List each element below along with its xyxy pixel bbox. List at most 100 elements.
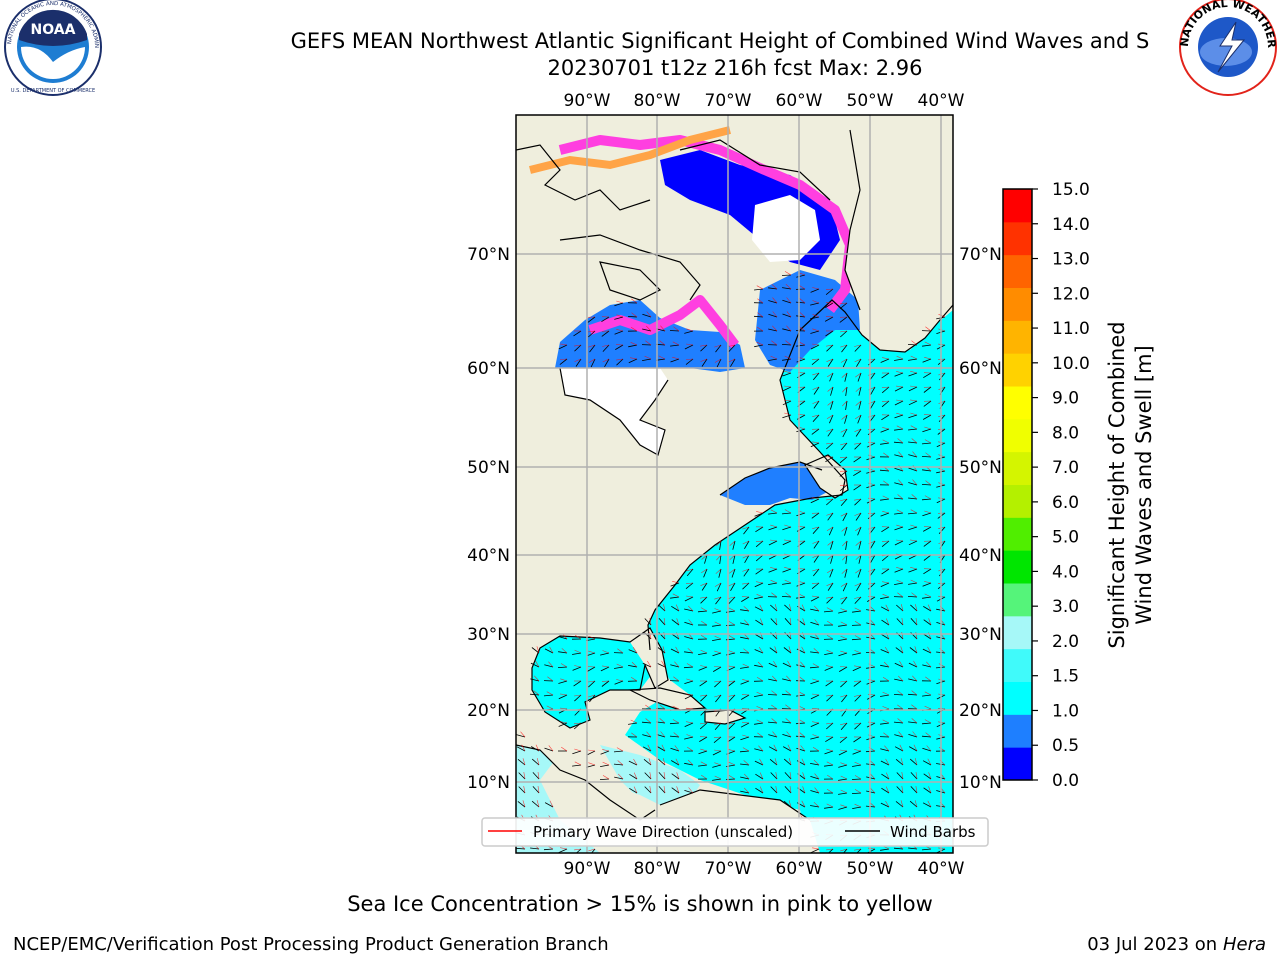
wave-direction-arrow	[910, 399, 918, 402]
wave-direction-arrow	[827, 372, 834, 378]
wave-direction-arrow	[700, 649, 708, 654]
wind-barb	[810, 330, 820, 334]
wind-barb	[517, 801, 526, 808]
lon-labels-bottom: 90°W 80°W 70°W 60°W 50°W 40°W	[564, 859, 965, 879]
wind-barb	[728, 344, 736, 352]
wind-barb	[755, 554, 764, 562]
wind-barb	[740, 622, 750, 626]
wind-barb	[825, 302, 834, 308]
wave-direction-arrow	[649, 786, 652, 794]
wave-direction-arrow	[701, 620, 708, 626]
wave-direction-arrow	[854, 428, 862, 432]
wave-direction-arrow	[715, 540, 722, 547]
wind-barb	[826, 344, 834, 352]
wind-barb	[908, 568, 918, 573]
wave-direction-arrow	[700, 596, 708, 599]
wind-barb	[893, 497, 904, 500]
wind-barb	[910, 786, 918, 794]
wind-barb	[669, 722, 680, 725]
wind-barb	[825, 456, 834, 463]
colorbar-segment	[1003, 353, 1032, 387]
wind-barb	[839, 470, 848, 477]
wind-barb	[629, 773, 638, 780]
wind-barb	[753, 315, 764, 318]
wave-direction-arrow	[742, 663, 750, 668]
wave-direction-arrow	[882, 691, 890, 696]
colorbar-label-line-1: Significant Height of Combined	[1105, 321, 1129, 648]
wave-direction-arrow	[728, 722, 736, 725]
wave-direction-arrow	[756, 581, 764, 584]
wind-barb	[829, 568, 834, 578]
wave-direction-arrow	[840, 694, 848, 698]
wave-direction-arrow	[814, 787, 820, 794]
noaa-logo-gull	[21, 46, 85, 79]
wind-barb	[870, 554, 876, 563]
wave-direction-arrow	[616, 300, 624, 304]
wave-direction-arrow	[854, 789, 862, 794]
colorbar-segment	[1003, 615, 1032, 650]
wind-barb	[809, 666, 820, 669]
wave-direction-arrow	[841, 540, 848, 547]
wave-direction-arrow	[728, 621, 736, 626]
wind-barb	[796, 582, 806, 587]
wave-direction-arrow	[548, 661, 554, 668]
wind-barb	[742, 582, 750, 590]
wave-direction-arrow	[775, 618, 778, 626]
wave-direction-arrow	[701, 774, 708, 780]
wave-direction-arrow	[714, 749, 722, 752]
wind-barb	[923, 526, 932, 532]
wind-barb	[823, 610, 834, 613]
colorbar: 15.0 14.0 13.0 12.0 11.0 10.0 9.0 8.0 7.0 6.0 5.0 4…	[1002, 180, 1156, 791]
colorbar-tick-label: 2.0	[1052, 632, 1079, 652]
wind-barb	[910, 604, 918, 612]
wave-direction-arrow	[840, 749, 848, 752]
wave-direction-arrow	[799, 312, 806, 318]
wind-barb	[575, 358, 582, 367]
wave-direction-arrow	[560, 693, 568, 696]
wave-direction-arrow	[616, 358, 624, 361]
wave-direction-arrow	[924, 691, 932, 696]
wind-barb	[588, 680, 596, 688]
wave-direction-arrow	[743, 648, 750, 654]
wind-barb	[796, 274, 806, 278]
wave-direction-arrow	[801, 758, 806, 766]
wind-barb	[828, 526, 834, 536]
wind-barb	[754, 288, 764, 291]
wave-direction-arrow	[645, 718, 652, 724]
wind-barb	[880, 722, 890, 725]
wind-barb	[544, 664, 554, 668]
wave-direction-arrow	[924, 439, 932, 444]
wind-barb	[840, 722, 848, 731]
wind-barb	[754, 722, 764, 725]
wave-direction-arrow	[645, 325, 652, 332]
wave-direction-arrow	[617, 648, 624, 654]
wave-direction-arrow	[867, 441, 876, 444]
wind-barb	[755, 634, 764, 640]
wave-direction-arrow	[560, 707, 568, 710]
wave-direction-arrow	[925, 676, 932, 682]
wind-barb	[922, 664, 932, 668]
wind-barb	[732, 554, 736, 564]
wind-barb	[810, 498, 820, 504]
wave-direction-arrow	[714, 344, 722, 348]
wind-barb	[670, 648, 680, 654]
wind-barb	[826, 596, 834, 604]
wave-direction-arrow	[924, 357, 932, 360]
wind-barb	[743, 526, 750, 535]
wave-direction-arrow	[757, 298, 764, 304]
wind-barb	[908, 372, 918, 377]
wind-barb	[908, 497, 918, 500]
wave-direction-arrow	[713, 736, 722, 738]
wind-barb	[842, 582, 848, 592]
wind-barb	[853, 456, 862, 463]
wind-barb	[842, 428, 848, 438]
wind-barb	[894, 414, 904, 419]
wave-direction-arrow	[757, 732, 764, 738]
wave-direction-arrow	[854, 848, 862, 851]
lat-labels-right: 70°N 60°N 50°N 40°N 30°N 20°N 10°N	[959, 245, 1002, 793]
wave-direction-arrow	[840, 680, 848, 683]
wind-barb	[854, 442, 862, 450]
wind-barb	[714, 680, 722, 688]
wave-direction-arrow	[574, 665, 582, 668]
wind-barb	[587, 666, 596, 672]
